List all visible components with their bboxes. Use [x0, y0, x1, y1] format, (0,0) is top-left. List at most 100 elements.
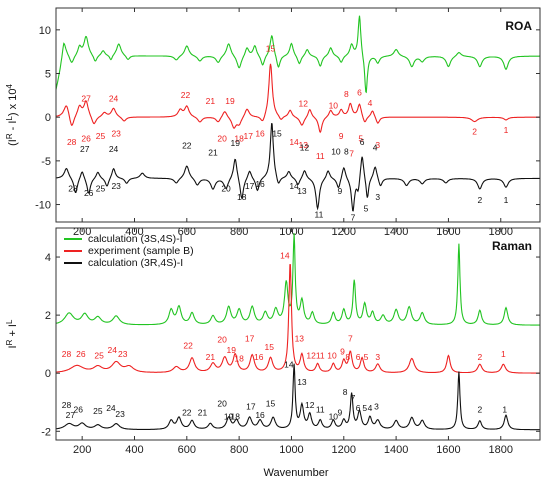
peak-label: 1 — [502, 404, 507, 414]
peak-label: 20 — [217, 399, 227, 409]
peak-label: 14 — [289, 137, 299, 147]
x-tick-label: 1800 — [489, 444, 513, 456]
peak-label: 3 — [375, 352, 380, 362]
peak-label: 11 — [316, 351, 325, 361]
y-axis-label-part: + I — [7, 324, 19, 340]
peak-label: 17 — [245, 333, 255, 343]
peak-label: 4 — [373, 142, 378, 152]
peak-label: 5 — [364, 204, 369, 214]
y-axis-label-part: L — [5, 116, 14, 121]
peak-label: 8 — [345, 352, 350, 362]
y-axis-label: (IR - IL) x 104 — [5, 84, 19, 146]
x-tick-label: 800 — [230, 444, 248, 456]
y-axis-label-part: I — [7, 345, 19, 348]
peak-label: 23 — [111, 128, 121, 138]
peak-label: 9 — [337, 186, 342, 196]
y-axis-label-part: R — [5, 339, 14, 345]
peak-label: 18 — [230, 412, 240, 422]
y-tick-label: -10 — [35, 200, 51, 212]
peak-label: 9 — [339, 131, 344, 141]
peak-label: 11 — [315, 210, 324, 220]
legend-label: experiment (sample B) — [88, 245, 194, 257]
plot-frame — [55, 7, 541, 223]
peak-label: 22 — [182, 407, 192, 417]
peak-label: 4 — [368, 98, 373, 108]
peak-label: 26 — [81, 134, 91, 144]
peak-label: 19 — [225, 96, 235, 106]
peak-label: 19 — [224, 412, 234, 422]
peak-label: 15 — [266, 399, 276, 409]
plot-frame — [55, 227, 541, 441]
series-line-red — [56, 63, 540, 134]
x-tick-label: 400 — [125, 444, 143, 456]
x-tick-label: 200 — [73, 444, 91, 456]
peak-label: 17 — [245, 181, 255, 191]
peak-label: 20 — [221, 183, 231, 193]
peak-label: 20 — [217, 134, 227, 144]
peak-label: 11 — [316, 404, 325, 414]
peak-label: 6 — [357, 87, 362, 97]
peak-label: 28 — [62, 349, 72, 359]
series-line-black — [56, 123, 540, 212]
peak-label: 6 — [356, 403, 361, 413]
peak-label: 24 — [108, 345, 118, 355]
series-line-green — [56, 15, 540, 94]
peak-label: 22 — [181, 90, 191, 100]
peak-label: 26 — [84, 188, 94, 198]
peak-label: 5 — [364, 352, 369, 362]
peak-label: 24 — [106, 403, 116, 413]
peak-label: 27 — [81, 93, 91, 103]
panel-title: ROA — [505, 19, 532, 33]
x-axis-label: Wavenumber — [263, 467, 328, 479]
peak-label: 19 — [227, 345, 237, 355]
y-tick-label: 2 — [45, 310, 51, 322]
peak-label: 10 — [329, 100, 339, 110]
peak-label: 8 — [343, 387, 348, 397]
peak-label: 14 — [289, 181, 299, 191]
peak-label: 16 — [254, 352, 264, 362]
peak-label: 6 — [356, 352, 361, 362]
peak-label: 3 — [375, 140, 380, 150]
peak-label: 17 — [244, 131, 254, 141]
x-tick-label: 1000 — [279, 444, 303, 456]
raman-panel: 200 400 600 800 1000 1200 1400 1600 1800-2024Ram… — [5, 227, 541, 456]
legend-label: calculation (3S,4S)-I — [88, 233, 183, 245]
peak-label: 28 — [67, 137, 77, 147]
peak-label: 7 — [348, 333, 353, 343]
series-line-black — [56, 363, 540, 431]
peak-label: 21 — [198, 407, 208, 417]
peak-label: 12 — [298, 99, 308, 109]
peak-label: 28 — [68, 183, 78, 193]
peak-label: 10 — [331, 147, 341, 157]
peak-label: 12 — [306, 351, 316, 361]
peak-label: 26 — [74, 404, 84, 414]
peak-label: 15 — [272, 128, 282, 138]
peak-label: 16 — [255, 179, 265, 189]
peak-label: 21 — [206, 96, 216, 106]
panel-title: Raman — [492, 239, 532, 253]
peak-label: 18 — [234, 354, 244, 364]
y-axis-label-part: R — [5, 133, 14, 139]
y-axis-label-part: L — [5, 319, 14, 324]
peak-label: 2 — [477, 195, 482, 205]
peak-label: 16 — [255, 410, 265, 420]
x-tick-label: 1200 — [332, 444, 356, 456]
y-axis-label-part: (I — [7, 139, 19, 146]
peak-label: 17 — [246, 402, 256, 412]
peak-label: 5 — [362, 403, 367, 413]
peak-label: 11 — [316, 151, 325, 161]
y-tick-label: 10 — [39, 25, 51, 37]
peak-label: 8 — [344, 89, 349, 99]
peak-label: 1 — [504, 195, 509, 205]
peak-label: 13 — [297, 186, 307, 196]
series-line-green — [56, 233, 540, 326]
peak-label: 1 — [504, 125, 509, 135]
peak-label: 9 — [340, 346, 345, 356]
peak-label: 12 — [300, 142, 310, 152]
peak-label: 25 — [93, 406, 103, 416]
peak-label: 18 — [237, 192, 247, 202]
peak-label: 15 — [266, 44, 276, 54]
y-tick-label: 5 — [45, 69, 51, 81]
series-line-red — [56, 264, 540, 374]
